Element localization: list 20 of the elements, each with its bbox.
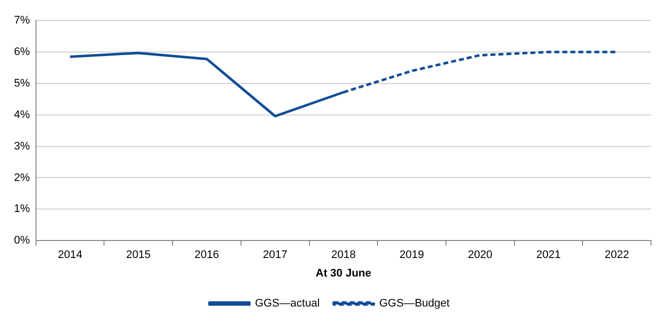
y-tick-label: 5%	[14, 77, 30, 90]
x-tick-label: 2021	[536, 249, 561, 262]
legend-label: GGS—actual	[254, 298, 320, 310]
y-tick-label: 3%	[14, 140, 30, 152]
x-tick-label: 2015	[126, 249, 151, 262]
x-tick-label: 2019	[400, 249, 424, 262]
y-tick-label: 4%	[14, 108, 30, 121]
x-tick-label: 2017	[262, 249, 288, 262]
x-tick-label: 2014	[58, 249, 82, 262]
y-tick-label: 2%	[14, 172, 30, 184]
x-tick-label: 2020	[468, 249, 492, 262]
x-axis-title: At 30 June	[316, 267, 372, 280]
y-tick-label: 1%	[14, 203, 30, 216]
legend-label: GGS—Budget	[379, 298, 450, 310]
y-tick-label: 6%	[14, 46, 30, 58]
x-tick-label: 2022	[604, 249, 630, 262]
x-tick-label: 2016	[194, 249, 219, 262]
y-tick-label: 7%	[14, 14, 30, 27]
x-tick-label: 2018	[331, 249, 356, 262]
y-tick-label: 0%	[14, 234, 30, 247]
